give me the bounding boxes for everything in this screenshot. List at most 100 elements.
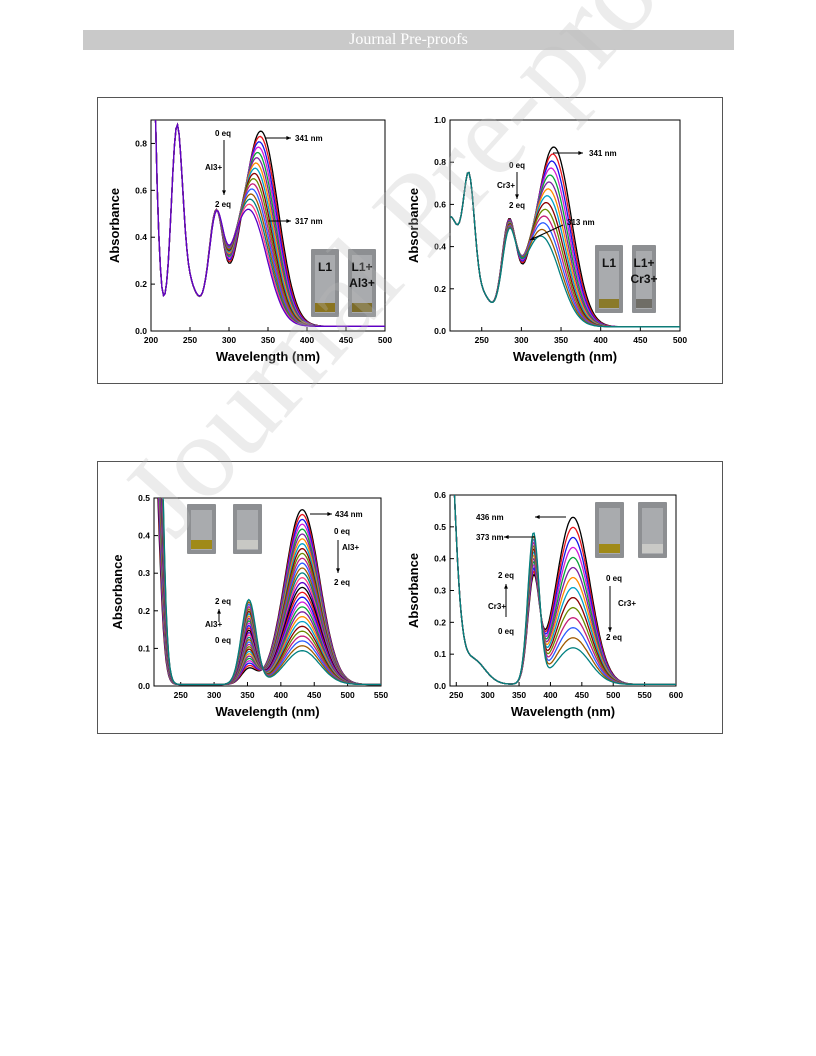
arrow-head xyxy=(608,627,612,632)
y-tick-label: 0.8 xyxy=(135,138,147,148)
series-line xyxy=(450,171,680,328)
x-axis-label: Wavelength (nm) xyxy=(513,349,617,364)
y-tick-label: 0.5 xyxy=(138,493,150,503)
y-tick-label: 0.0 xyxy=(138,681,150,691)
peak-low-label: 373 nm xyxy=(476,533,504,542)
series-line xyxy=(453,495,676,686)
series-group xyxy=(453,495,676,686)
peak-high-label: 436 nm xyxy=(476,513,504,522)
journal-header: Journal Pre-proofs xyxy=(83,30,734,50)
eq-bottom-start-label: 0 eq xyxy=(215,636,231,645)
eq-end-label: 2 eq xyxy=(509,201,525,210)
x-tick-label: 300 xyxy=(207,690,221,700)
header-title: Journal Pre-proofs xyxy=(349,31,468,48)
x-tick-label: 400 xyxy=(300,335,314,345)
x-tick-label: 500 xyxy=(341,690,355,700)
ion-label-2: Cr3+ xyxy=(618,599,636,608)
series-group xyxy=(157,498,381,686)
chart-absorbance-cr: 250 300 350 400 450 500 0.0 0.2 0.4 0.6 0.8 1.0 Wave… xyxy=(406,115,687,364)
vial-liquid xyxy=(352,303,372,312)
y-tick-label: 0.2 xyxy=(138,606,150,616)
vial-label: L1+ xyxy=(633,256,654,270)
eq-start-label: 0 eq xyxy=(334,527,350,536)
series-group xyxy=(450,146,680,328)
figure-1-panel: 200 250 300 350 400 450 500 0.0 0.2 0.4 0.6 0.8 Wave… xyxy=(97,97,723,384)
x-tick-label: 450 xyxy=(339,335,353,345)
eq-start-label: 0 eq xyxy=(215,129,231,138)
y-tick-label: 0.6 xyxy=(434,490,446,500)
eq-top-end-label: 2 eq xyxy=(498,571,514,580)
x-tick-label: 450 xyxy=(633,335,647,345)
x-tick-label: 400 xyxy=(274,690,288,700)
x-tick-label: 250 xyxy=(475,335,489,345)
y-axis-label: Absorbance xyxy=(110,554,125,629)
y-tick-label: 0.2 xyxy=(434,617,446,627)
peak-low-label: 317 nm xyxy=(295,217,323,226)
x-tick-label: 200 xyxy=(144,335,158,345)
peak-high-label: 341 nm xyxy=(295,134,323,143)
vial-glass xyxy=(642,508,663,554)
x-tick-label: 500 xyxy=(673,335,687,345)
series-line xyxy=(453,495,676,686)
chart-emission-cr: 250 300 350 400 450 500 550 600 0.0 0.1 0.2 0.3 0.4 0… xyxy=(406,490,683,719)
y-tick-label: 0.3 xyxy=(434,586,446,596)
plot-frame xyxy=(153,497,382,687)
vial-label: Al3+ xyxy=(349,276,375,290)
vial-glass xyxy=(599,508,620,554)
chart-absorbance-al: 200 250 300 350 400 450 500 0.0 0.2 0.4 0.6 0.8 Wave… xyxy=(107,119,392,364)
y-tick-label: 0.8 xyxy=(434,157,446,167)
arrow-head xyxy=(222,190,226,195)
y-tick-label: 0.6 xyxy=(434,199,446,209)
vial-label: L1+ xyxy=(351,260,372,274)
y-tick-label: 0.4 xyxy=(434,554,446,564)
arrow-head xyxy=(504,584,508,589)
vial-liquid xyxy=(315,303,335,312)
y-axis-label: Absorbance xyxy=(107,188,122,263)
peak-high-label: 434 nm xyxy=(335,510,363,519)
chart-emission-al: 250 300 350 400 450 500 550 0.0 0.1 0.2 0.3 0.4 0.5 W… xyxy=(110,493,388,719)
vial-liquid xyxy=(237,540,258,549)
x-tick-label: 500 xyxy=(378,335,392,345)
x-tick-label: 450 xyxy=(307,690,321,700)
vial-glass xyxy=(315,255,335,313)
x-tick-label: 350 xyxy=(554,335,568,345)
arrow-head xyxy=(217,609,221,614)
vial-liquid xyxy=(191,540,212,549)
arrow-head xyxy=(286,219,291,223)
x-axis-label: Wavelength (nm) xyxy=(511,704,615,719)
x-tick-label: 550 xyxy=(374,690,388,700)
arrow-head xyxy=(286,136,291,140)
arrow-head xyxy=(327,512,332,516)
x-axis-label: Wavelength (nm) xyxy=(215,704,319,719)
vial-liquid xyxy=(599,299,619,308)
ion-label-2: Al3+ xyxy=(205,620,222,629)
arrow-head xyxy=(336,568,340,573)
vial-label: Cr3+ xyxy=(630,272,657,286)
vial-liquid xyxy=(599,544,620,553)
x-tick-label: 300 xyxy=(481,690,495,700)
vial-label: L1 xyxy=(602,256,616,270)
x-tick-label: 300 xyxy=(514,335,528,345)
y-tick-label: 0.6 xyxy=(135,185,147,195)
y-tick-label: 0.4 xyxy=(434,242,446,252)
y-tick-label: 0.4 xyxy=(138,531,150,541)
arrow-head xyxy=(530,236,535,240)
eq-right-end-label: 2 eq xyxy=(606,633,622,642)
arrow-head xyxy=(515,194,519,199)
y-tick-label: 1.0 xyxy=(434,115,446,125)
y-axis-label: Absorbance xyxy=(406,188,421,263)
x-tick-label: 250 xyxy=(174,690,188,700)
vial-liquid xyxy=(642,544,663,553)
peak-high-label: 341 nm xyxy=(589,149,617,158)
x-tick-label: 400 xyxy=(594,335,608,345)
eq-bottom-end-label: 2 eq xyxy=(215,597,231,606)
vial-glass xyxy=(599,251,619,309)
eq-end-label: 2 eq xyxy=(215,200,231,209)
ion-label: Al3+ xyxy=(342,543,359,552)
y-tick-label: 0.1 xyxy=(434,649,446,659)
y-tick-label: 0.5 xyxy=(434,522,446,532)
y-tick-label: 0.2 xyxy=(135,279,147,289)
x-tick-label: 350 xyxy=(261,335,275,345)
arrow-head xyxy=(578,151,583,155)
x-tick-label: 600 xyxy=(669,690,683,700)
